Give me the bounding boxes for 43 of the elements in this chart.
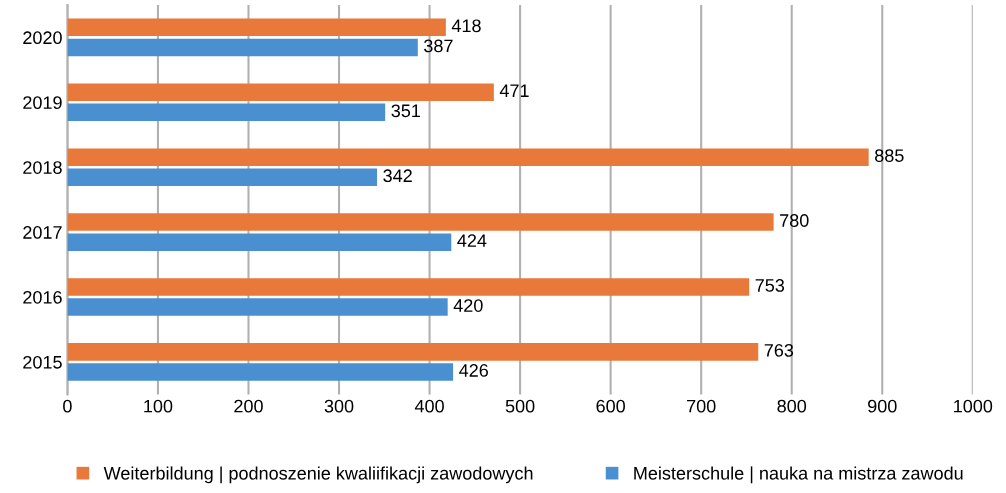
y-tick-label: 2016 [23,290,62,304]
x-tick-label: 100 [144,399,173,413]
x-tick-label: 400 [414,399,444,413]
data-label: 763 [764,343,794,357]
data-label: 418 [451,19,481,33]
y-tick-label: 2015 [23,355,62,369]
bar [67,363,454,381]
data-label: 420 [453,299,483,312]
x-tick-label: 300 [324,399,354,413]
data-label: 387 [424,39,453,53]
bar [67,38,418,57]
x-tick-label: 1000 [954,399,993,413]
x-tick-label: 900 [868,399,897,413]
bar [67,103,386,122]
bar [67,233,452,251]
data-label: 424 [457,234,487,247]
data-label: 471 [499,84,529,97]
data-label: 426 [459,364,488,377]
data-label: 753 [755,279,785,292]
legend-label: Meisterschule | nauka na mistrza zawodu [634,466,963,484]
bar [67,213,774,231]
legend-label: Weiterbildung | podnoszenie kwaliifikacji zawodowych [103,466,533,484]
y-tick-label: 2020 [23,31,62,45]
x-tick-label: 500 [505,399,535,413]
data-label: 885 [875,149,904,162]
data-label: 351 [391,104,420,118]
bar [67,168,378,187]
bar [67,343,759,361]
bar [67,83,494,101]
y-tick-label: 2017 [23,226,62,239]
y-tick-label: 2019 [23,96,62,110]
bar [67,278,750,296]
data-label: 780 [780,214,809,227]
x-tick-label: 0 [63,399,72,413]
x-tick-label: 700 [687,399,716,413]
x-tick-label: 800 [777,399,807,413]
data-label: 342 [383,169,412,183]
bar [67,18,446,37]
x-tick-label: 200 [234,399,263,413]
bar [67,298,448,316]
y-tick-label: 2018 [23,161,62,174]
bar [67,148,869,166]
x-tick-label: 600 [596,399,625,413]
